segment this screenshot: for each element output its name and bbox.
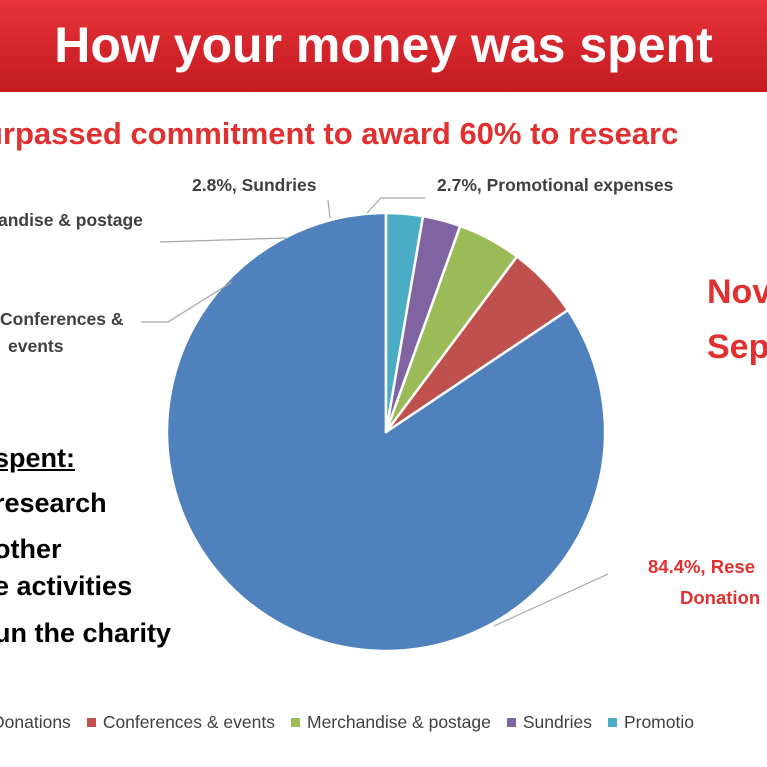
leader-lines (141, 197, 609, 627)
legend-label-merchandise: Merchandise & postage (307, 711, 491, 732)
legend-item-merchandise: Merchandise & postage (291, 712, 491, 733)
leader-line-promotional (366, 197, 425, 214)
legend-item-conferences: Conferences & events (86, 711, 275, 733)
label-research-line-2: Donation (680, 587, 761, 608)
legend-label-conferences: Conferences & events (102, 711, 275, 732)
pie-slices (165, 211, 607, 653)
label-promotional-pct: 2.7%, (437, 175, 482, 195)
leader-line-research (493, 573, 609, 627)
spent-heading: spent: (0, 443, 75, 473)
legend-swatch-conferences (86, 717, 96, 727)
legend-swatch-promotional (607, 717, 617, 727)
label-sundries-name: Sundries (241, 175, 317, 195)
label-merchandise: andise & postage (0, 210, 143, 230)
subtitle: urpassed commitment to award 60% to rese… (0, 116, 679, 151)
spent-line-2: other (0, 534, 62, 564)
pie-slice-promotional-expenses (384, 211, 425, 434)
label-conferences-line-2: events (8, 336, 64, 356)
spent-line-1: research (0, 488, 107, 518)
leader-line-conferences (141, 281, 233, 323)
leader-line-sundries (327, 199, 331, 219)
page-title: How your money was spent (54, 17, 713, 73)
title-banner: How your money was spent (0, 0, 767, 92)
legend-label-sundries: Sundries (522, 711, 592, 732)
label-sundries: 2.8%, Sundries (192, 173, 317, 197)
label-research-name: Rese (710, 556, 755, 577)
legend-item-promotional: Promotio (607, 711, 694, 733)
legend-label-promotional: Promotio (623, 711, 694, 732)
legend-swatch-merchandise (291, 717, 300, 727)
label-promotional-name: Promotional expenses (486, 175, 674, 195)
spent-line-3: e activities (0, 571, 133, 601)
side-text-line-1: Nov (707, 273, 767, 311)
label-sundries-pct: 2.8%, (192, 175, 237, 195)
label-research-line-1: 84.4%, Rese (648, 554, 755, 580)
label-conferences-line-1: Conferences & (0, 309, 124, 329)
label-promotional: 2.7%, Promotional expenses (437, 173, 673, 197)
spent-line-4: un the charity (0, 618, 172, 648)
side-text-line-2: Sep (707, 328, 767, 366)
legend-swatch-sundries (506, 717, 516, 727)
leader-line-merchandise (159, 237, 287, 243)
legend-item-sundries: Sundries (506, 711, 592, 733)
label-research-pct: 84.4%, (648, 556, 706, 577)
